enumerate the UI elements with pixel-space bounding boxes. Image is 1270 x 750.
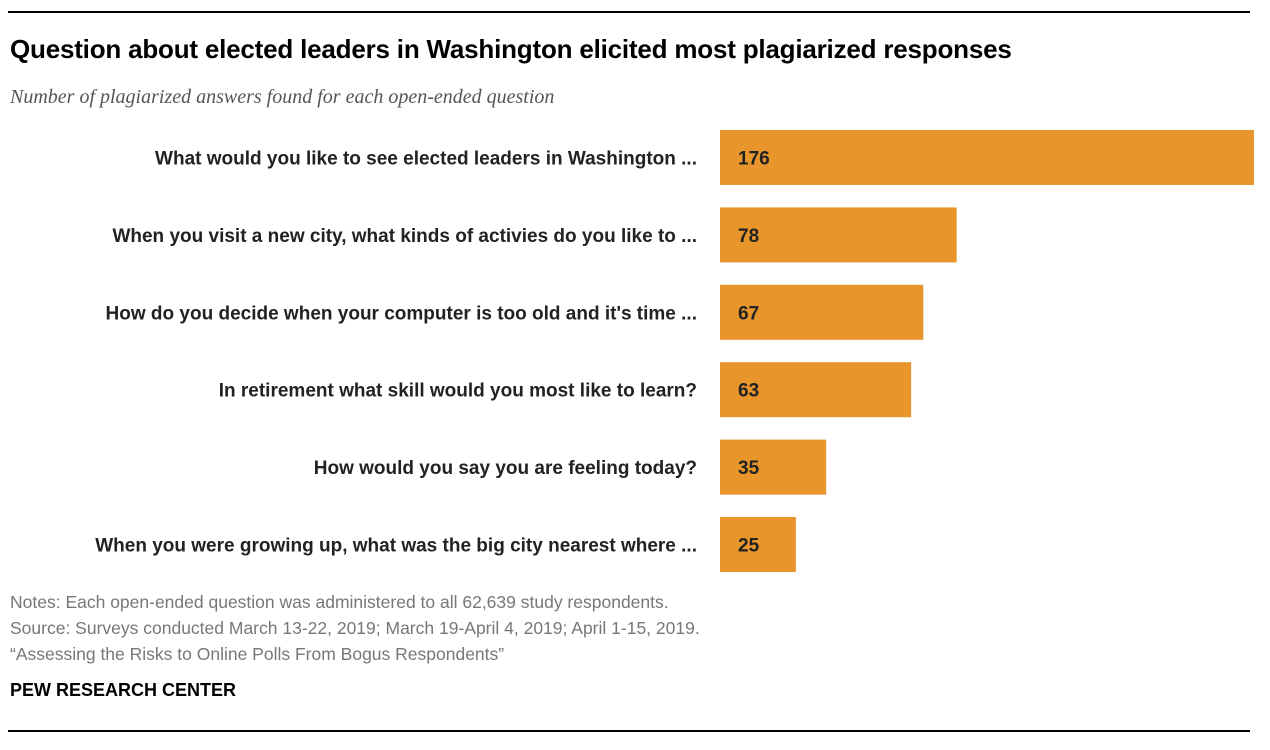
- brand-logo-text: PEW RESEARCH CENTER: [10, 680, 237, 700]
- category-label: When you were growing up, what was the b…: [95, 536, 697, 557]
- bar: [720, 517, 796, 572]
- bar: [720, 362, 912, 418]
- category-label: In retirement what skill would you most …: [219, 381, 697, 402]
- category-label: How do you decide when your computer is …: [106, 303, 697, 324]
- bar: [720, 207, 957, 263]
- category-label: What would you like to see elected leade…: [155, 149, 697, 170]
- data-label: 63: [738, 381, 759, 402]
- bar: [720, 284, 924, 340]
- bar-chart: What would you like to see elected leade…: [95, 130, 1254, 572]
- report-title-text: “Assessing the Risks to Online Polls Fro…: [10, 644, 505, 664]
- data-label: 35: [738, 458, 760, 479]
- source-text: Source: Surveys conducted March 13-22, 2…: [10, 618, 700, 638]
- data-label: 176: [738, 149, 770, 170]
- category-label: When you visit a new city, what kinds of…: [112, 226, 697, 247]
- data-label: 25: [738, 536, 760, 557]
- notes-text: Notes: Each open-ended question was admi…: [10, 592, 669, 612]
- bar: [720, 439, 827, 495]
- chart-title: Question about elected leaders in Washin…: [10, 34, 1012, 64]
- category-label: How would you say you are feeling today?: [314, 458, 697, 479]
- top-rule: [8, 11, 1250, 13]
- bottom-rule: [8, 730, 1250, 732]
- data-label: 67: [738, 303, 759, 324]
- bar: [720, 130, 1254, 185]
- chart-subtitle: Number of plagiarized answers found for …: [10, 86, 555, 108]
- data-label: 78: [738, 226, 759, 247]
